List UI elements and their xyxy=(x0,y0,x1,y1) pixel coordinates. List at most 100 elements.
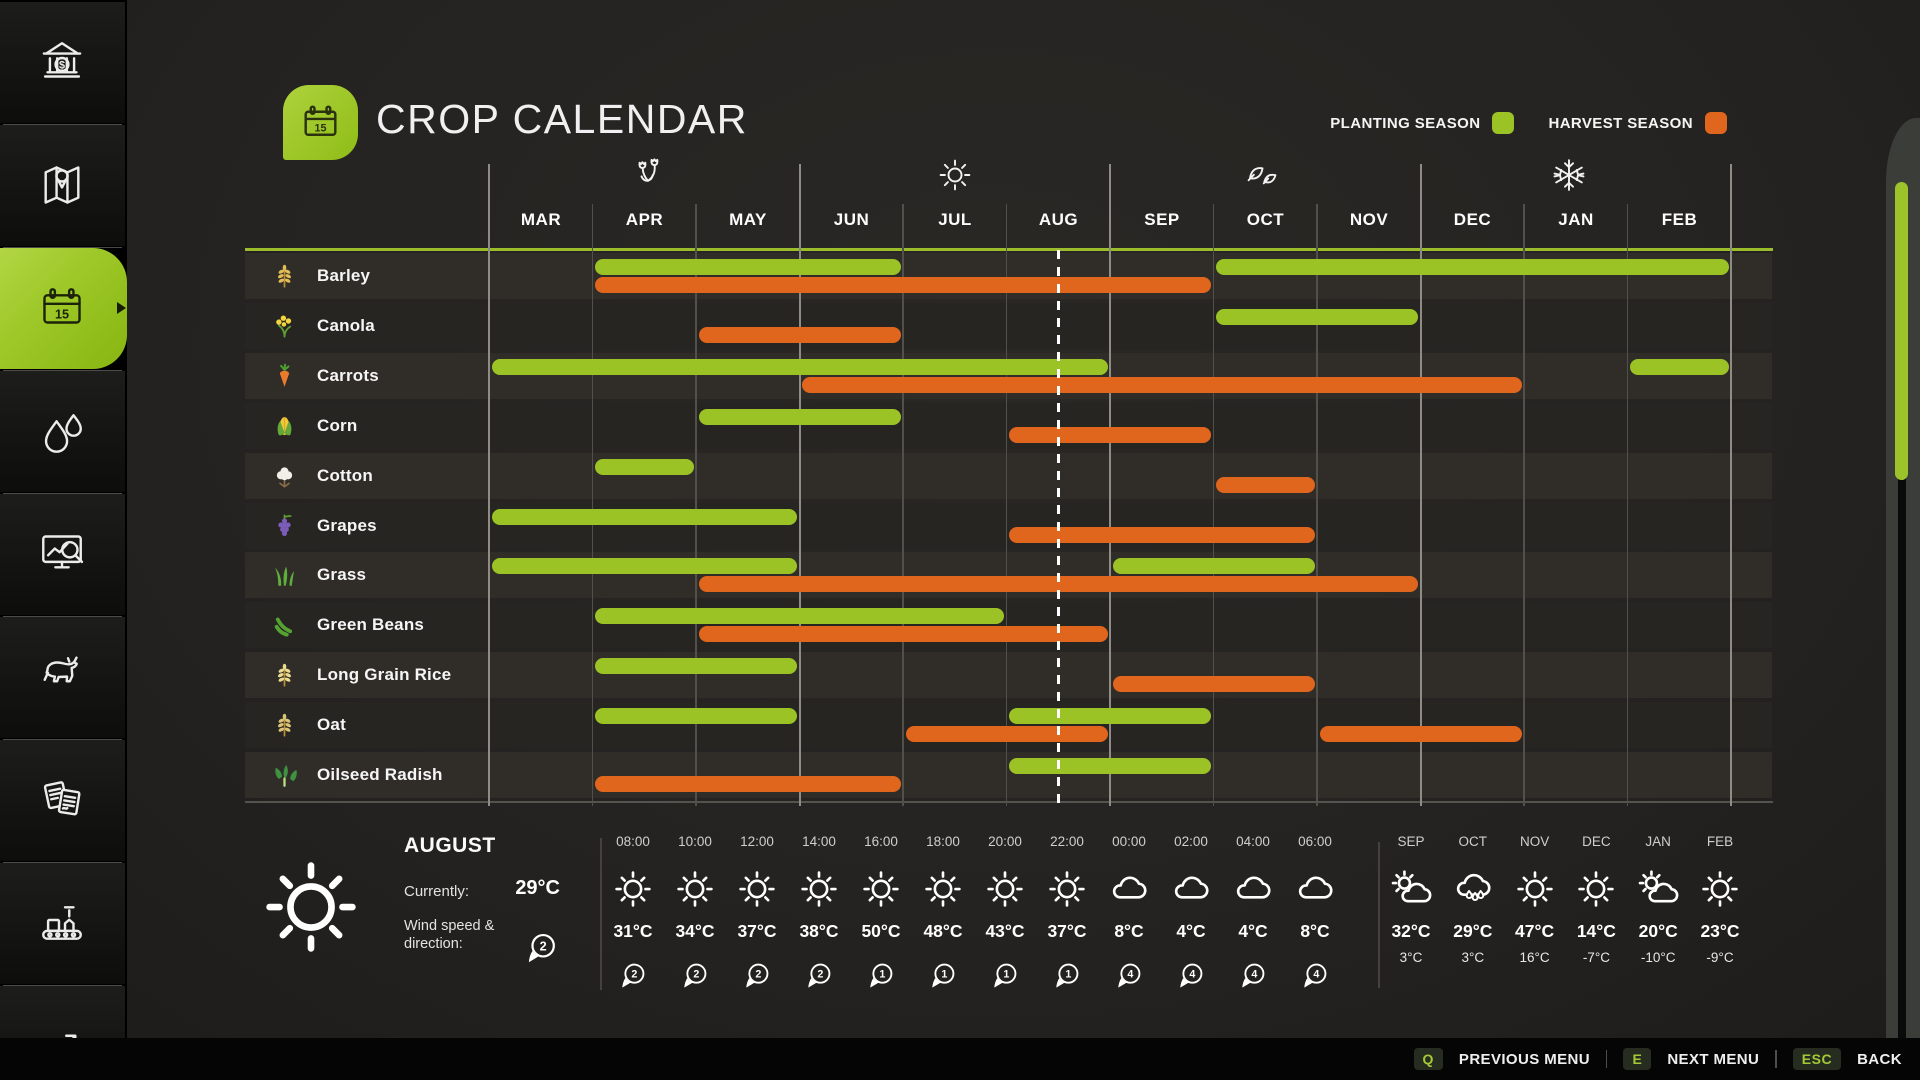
sidebar-separator xyxy=(3,985,122,986)
sun-icon xyxy=(725,868,789,915)
grid-line xyxy=(1109,164,1111,806)
forecast-low-temp: 16°C xyxy=(1519,950,1550,965)
harvest-bar xyxy=(905,726,1108,743)
wind-direction-pin-icon: 2 xyxy=(601,962,665,995)
crop-row[interactable] xyxy=(245,452,1772,499)
menu-action-label[interactable]: BACK xyxy=(1857,1050,1902,1068)
forecast-time: 16:00 xyxy=(864,834,898,849)
forecast-time: 06:00 xyxy=(1298,834,1332,849)
svg-text:1: 1 xyxy=(1065,968,1071,980)
forecast-high-temp: 47°C xyxy=(1515,921,1555,941)
radish-icon xyxy=(271,761,298,788)
sidebar-item-map[interactable] xyxy=(0,125,125,246)
table-bottom-divider xyxy=(245,801,1773,803)
forecast-time: 08:00 xyxy=(616,834,650,849)
forecast-time: 18:00 xyxy=(926,834,960,849)
wind-direction-pin-icon: 4 xyxy=(1283,962,1347,995)
forecast-time: 20:00 xyxy=(988,834,1022,849)
svg-text:1: 1 xyxy=(941,968,947,980)
sidebar-item-contracts[interactable] xyxy=(0,740,125,861)
svg-text:15: 15 xyxy=(55,307,69,321)
planting-bar xyxy=(698,408,901,425)
wind-direction-pin-icon: 1 xyxy=(973,962,1037,995)
svg-text:2: 2 xyxy=(817,968,823,980)
month-label: JUL xyxy=(938,210,972,229)
svg-text:4: 4 xyxy=(1127,968,1133,980)
harvest-bar xyxy=(698,626,1108,643)
grid-line xyxy=(1005,204,1008,806)
month-label: NOV xyxy=(1349,210,1389,229)
crop-row[interactable] xyxy=(245,402,1772,449)
forecast-temp: 38°C xyxy=(799,921,839,941)
scrollbar-track[interactable] xyxy=(1898,470,1906,1047)
forecast-temp: 31°C xyxy=(613,921,653,941)
svg-text:4: 4 xyxy=(1189,968,1195,980)
sun-icon xyxy=(973,868,1037,915)
sidebar-item-finances[interactable]: $ xyxy=(0,2,125,123)
key-badge-q[interactable]: Q xyxy=(1413,1048,1443,1070)
table-header-divider xyxy=(245,248,1773,251)
scrollbar-thumb[interactable] xyxy=(1895,182,1908,480)
crop-name: Oilseed Radish xyxy=(317,765,443,784)
forecast-temp: 50°C xyxy=(861,921,901,941)
forecast-month: OCT xyxy=(1458,834,1488,849)
menu-action-label[interactable]: NEXT MENU xyxy=(1667,1050,1760,1068)
barley-icon xyxy=(271,262,298,289)
forecast-temp: 48°C xyxy=(923,921,963,941)
forecast-low-temp: -10°C xyxy=(1640,950,1676,965)
harvest-season-swatch xyxy=(1705,112,1727,134)
svg-text:1: 1 xyxy=(1003,968,1009,980)
forecast-month: FEB xyxy=(1706,834,1734,849)
crop-calendar-logo: 15 xyxy=(283,85,358,160)
svg-text:2: 2 xyxy=(631,968,637,980)
sidebar-separator xyxy=(3,616,122,617)
forecast-high-temp: 20°C xyxy=(1638,921,1678,941)
svg-text:1: 1 xyxy=(879,968,885,980)
sidebar-item-prices[interactable] xyxy=(0,494,125,615)
crop-row[interactable] xyxy=(245,752,1772,798)
month-label: OCT xyxy=(1246,210,1285,229)
crop-name: Canola xyxy=(317,315,375,335)
sidebar-item-precipitation[interactable] xyxy=(0,371,125,492)
bottom-menu-bar: Q PREVIOUS MENU E NEXT MENU ESC BACK xyxy=(0,1038,1920,1080)
forecast-temp: 8°C xyxy=(1300,921,1330,941)
planting-bar xyxy=(595,658,797,675)
grid-line xyxy=(695,204,697,806)
sun-icon xyxy=(663,868,727,915)
grid-line xyxy=(902,204,904,806)
svg-text:2: 2 xyxy=(693,968,699,980)
month-label: MAY xyxy=(729,210,767,229)
carrot-icon xyxy=(271,362,298,389)
sidebar-item-crop-calendar[interactable]: 15 xyxy=(0,248,127,369)
crop-name: Corn xyxy=(317,415,358,435)
forecast-time: 22:00 xyxy=(1050,834,1084,849)
crop-name: Grapes xyxy=(317,515,377,535)
svg-text:15: 15 xyxy=(315,122,327,134)
partly-cloudy-icon xyxy=(1626,868,1690,915)
planting-bar xyxy=(491,358,1108,375)
sun-icon xyxy=(911,868,975,915)
key-badge-e[interactable]: E xyxy=(1623,1048,1652,1070)
harvest-bar xyxy=(595,776,901,792)
sidebar-separator xyxy=(3,370,122,371)
forecast-temp: 43°C xyxy=(985,921,1025,941)
key-badge-esc[interactable]: ESC xyxy=(1792,1048,1842,1070)
current-month-label: AUGUST xyxy=(404,834,496,857)
sun-icon xyxy=(787,868,851,915)
forecast-high-temp: 23°C xyxy=(1700,921,1740,941)
weather-divider xyxy=(600,838,602,990)
grapes-icon xyxy=(271,512,298,539)
forecast-temp: 34°C xyxy=(675,921,715,941)
planting-bar xyxy=(1216,259,1729,275)
crop-row[interactable] xyxy=(245,502,1772,549)
svg-text:2: 2 xyxy=(540,939,547,953)
sidebar-item-production[interactable] xyxy=(0,863,125,984)
sidebar-item-animals[interactable] xyxy=(0,617,125,738)
active-item-pointer xyxy=(117,302,126,314)
harvest-bar xyxy=(698,326,901,343)
forecast-month: DEC xyxy=(1582,834,1611,849)
planting-bar xyxy=(1009,708,1211,725)
menu-action-label[interactable]: PREVIOUS MENU xyxy=(1458,1050,1590,1068)
crop-row[interactable] xyxy=(245,652,1772,699)
crop-row[interactable] xyxy=(245,302,1772,349)
